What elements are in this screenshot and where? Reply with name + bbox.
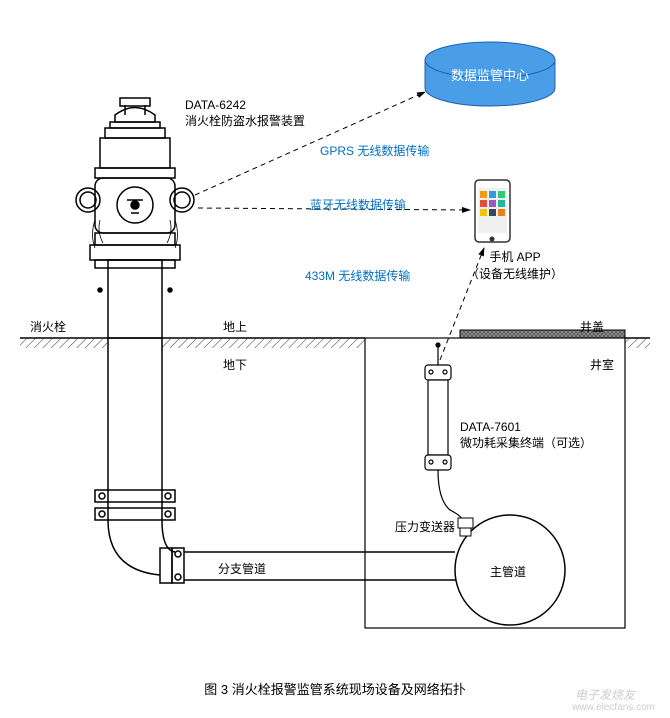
data-center-label: 数据监管中心: [451, 68, 529, 83]
pressure-label: 压力变送器: [395, 518, 455, 535]
well-room-label: 井室: [590, 356, 614, 373]
ground-line: [20, 338, 650, 348]
terminal-device: [425, 343, 463, 520]
terminal-device-label: DATA-7601 微功耗采集终端（可选）: [460, 420, 592, 451]
watermark: 电子发烧友: [575, 686, 635, 703]
watermark-url: www.elecfans.com: [572, 702, 655, 713]
phone-icon: [475, 180, 510, 242]
pressure-transmitter: [458, 518, 473, 536]
gprs-label: GPRS 无线数据传输: [320, 142, 429, 159]
hydrant-device-code: DATA-6242 消火栓防盗水报警装置: [185, 98, 305, 129]
link-433-label: 433M 无线数据传输: [305, 267, 410, 284]
data-center: 数据监管中心: [425, 42, 555, 106]
bt-label: 蓝牙无线数据传输: [310, 196, 406, 213]
phone-label: 手机 APP （设备无线维护）: [467, 248, 563, 282]
well-cover-label: 井盖: [580, 318, 604, 335]
hydrant-underground: [95, 338, 460, 583]
branch-pipe-label: 分支管道: [218, 560, 266, 577]
diagram-canvas: 数据监管中心: [0, 0, 670, 718]
fire-hydrant: [76, 98, 194, 338]
hydrant-label: 消火栓: [30, 318, 66, 335]
figure-caption: 图 3 消火栓报警监管系统现场设备及网络拓扑: [0, 679, 670, 698]
main-pipe-label: 主管道: [490, 563, 526, 580]
above-ground-label: 地上: [223, 318, 247, 335]
below-ground-label: 地下: [223, 356, 247, 373]
